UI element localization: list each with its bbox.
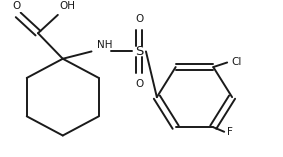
Text: O: O xyxy=(135,14,143,24)
Text: NH: NH xyxy=(97,40,113,50)
Text: OH: OH xyxy=(60,1,76,11)
Text: O: O xyxy=(135,79,143,89)
Text: S: S xyxy=(135,45,143,58)
Text: Cl: Cl xyxy=(231,57,241,68)
Text: O: O xyxy=(12,1,20,11)
Text: F: F xyxy=(227,127,233,137)
